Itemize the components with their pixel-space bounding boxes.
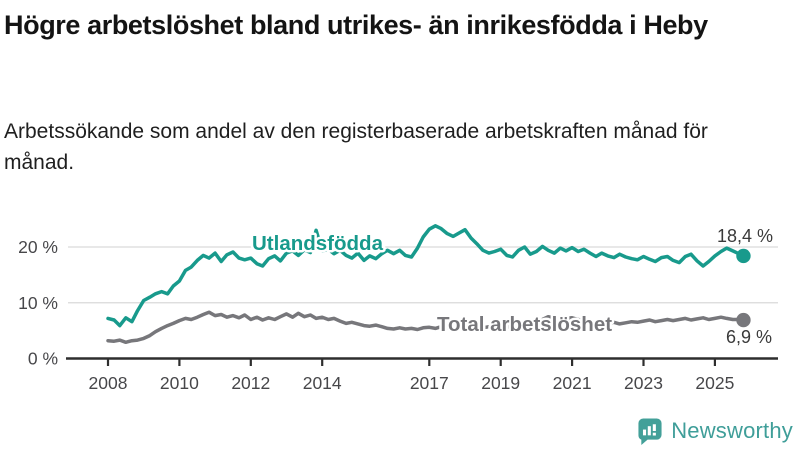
x-tick-label: 2017 — [410, 373, 449, 393]
series-end-dot — [736, 248, 751, 264]
bar-chart-speech-bubble-icon — [638, 418, 662, 445]
series-end-value-label: 18,4 % — [717, 226, 773, 246]
x-tick-label: 2014 — [303, 373, 342, 393]
x-tick-label: 2019 — [481, 373, 520, 393]
y-tick-label: 10 % — [18, 293, 58, 313]
y-tick-label: 0 % — [28, 349, 58, 369]
logo-exclamation-bar — [652, 424, 657, 431]
page-subtitle: Arbetssökande som andel av den registerb… — [4, 120, 708, 174]
brand-footer: Newsworthy — [637, 417, 793, 445]
x-tick-label: 2021 — [553, 373, 592, 393]
series-end-dot — [736, 312, 751, 328]
y-tick-label: 20 % — [18, 237, 58, 257]
series-end-value-label: 6,9 % — [726, 327, 772, 347]
x-tick-label: 2010 — [160, 373, 199, 393]
series-line-total — [106, 310, 746, 345]
x-tick-label: 2023 — [624, 373, 663, 393]
logo-exclamation-dot — [652, 432, 657, 436]
page-title: Högre arbetslöshet bland utrikes- än inr… — [4, 10, 708, 40]
brand-name: Newsworthy — [671, 418, 793, 443]
series-label: Total arbetslöshet — [437, 313, 612, 336]
series-label: Utlandsfödda — [252, 232, 384, 255]
series-line-utlandsfodda — [106, 224, 746, 328]
x-tick-label: 2008 — [89, 373, 128, 393]
x-tick-label: 2012 — [231, 373, 270, 393]
logo-bar-1 — [643, 429, 647, 436]
logo-bar-2 — [647, 426, 652, 436]
x-tick-label: 2025 — [695, 373, 734, 393]
